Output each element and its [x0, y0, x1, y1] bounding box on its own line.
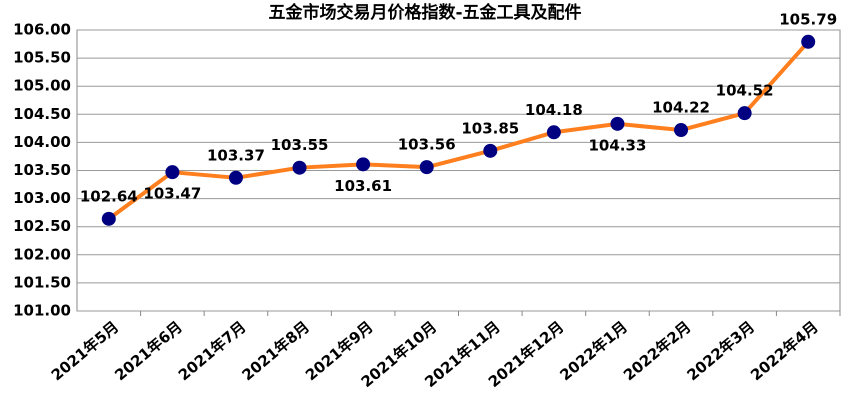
marker — [228, 170, 243, 185]
marker — [483, 143, 498, 158]
y-tick-label: 105.00 — [13, 77, 71, 95]
marker — [737, 106, 752, 121]
marker — [292, 160, 307, 175]
x-tick-label: 2021年8月 — [238, 318, 313, 385]
value-label: 104.18 — [525, 101, 583, 119]
x-tick-label: 2021年5月 — [48, 318, 123, 385]
value-label: 103.55 — [271, 136, 329, 154]
marker — [356, 157, 371, 172]
marker — [801, 34, 816, 49]
x-tick-label: 2022年2月 — [620, 318, 695, 385]
value-label: 103.61 — [334, 177, 392, 195]
y-tick-label: 105.50 — [13, 49, 71, 67]
value-label: 102.64 — [80, 187, 138, 205]
marker — [610, 116, 625, 131]
y-tick-label: 101.00 — [13, 302, 71, 320]
chart-title: 五金市场交易月价格指数-五金工具及配件 — [268, 2, 581, 23]
y-tick-label: 102.00 — [13, 245, 71, 263]
y-tick-label: 102.50 — [13, 217, 71, 235]
x-tick-label: 2021年7月 — [175, 318, 250, 385]
marker — [674, 123, 689, 138]
marker — [419, 160, 434, 175]
y-tick-label: 106.00 — [13, 21, 71, 39]
value-label: 103.85 — [461, 119, 519, 137]
value-label: 103.47 — [143, 185, 201, 203]
y-tick-label: 104.50 — [13, 105, 71, 123]
value-label: 103.56 — [398, 136, 456, 154]
x-tick-label: 2022年4月 — [747, 318, 822, 385]
x-tick-label: 2022年3月 — [684, 318, 759, 385]
y-tick-label: 101.50 — [13, 273, 71, 291]
x-tick-label: 2022年1月 — [556, 318, 631, 385]
marker — [546, 125, 561, 140]
x-tick-label: 2021年6月 — [111, 318, 186, 385]
value-label: 104.52 — [716, 82, 774, 100]
y-tick-label: 103.50 — [13, 161, 71, 179]
marker — [165, 165, 180, 180]
marker — [101, 211, 116, 226]
value-label: 105.79 — [779, 10, 837, 28]
value-label: 104.22 — [652, 99, 710, 117]
y-tick-label: 103.00 — [13, 189, 71, 207]
value-label: 103.37 — [207, 146, 265, 164]
line — [107, 40, 810, 221]
value-label: 104.33 — [589, 136, 647, 154]
y-tick-label: 104.00 — [13, 133, 71, 151]
